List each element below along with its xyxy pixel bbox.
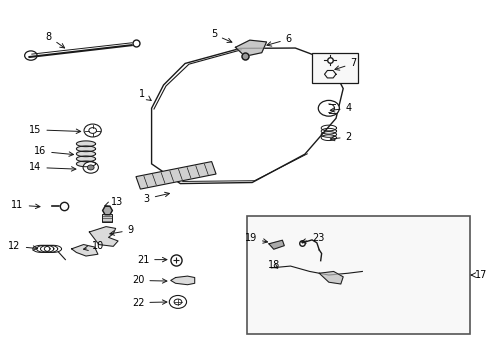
Text: 4: 4 xyxy=(329,103,351,113)
Circle shape xyxy=(318,100,339,116)
Text: 7: 7 xyxy=(334,58,356,70)
Text: 14: 14 xyxy=(29,162,76,172)
Text: 3: 3 xyxy=(143,192,169,204)
Text: 15: 15 xyxy=(29,125,81,135)
Bar xyxy=(247,216,469,334)
Circle shape xyxy=(169,296,186,309)
Text: 11: 11 xyxy=(11,200,40,210)
Polygon shape xyxy=(76,141,95,147)
Text: 16: 16 xyxy=(34,146,73,156)
Text: 22: 22 xyxy=(132,298,166,308)
Text: 18: 18 xyxy=(267,260,279,270)
Text: 23: 23 xyxy=(301,233,324,243)
Bar xyxy=(102,214,112,222)
Text: 19: 19 xyxy=(244,233,267,243)
Text: 8: 8 xyxy=(45,32,64,48)
Polygon shape xyxy=(319,271,343,284)
Text: 12: 12 xyxy=(8,241,38,251)
Circle shape xyxy=(84,124,101,137)
Text: 2: 2 xyxy=(329,132,351,142)
Bar xyxy=(311,53,357,83)
Text: 20: 20 xyxy=(132,275,166,285)
Circle shape xyxy=(87,165,94,170)
Text: 13: 13 xyxy=(104,197,123,207)
Text: 9: 9 xyxy=(110,225,134,235)
Polygon shape xyxy=(71,244,98,256)
Polygon shape xyxy=(76,156,95,162)
Text: 5: 5 xyxy=(210,30,231,42)
Circle shape xyxy=(83,162,98,173)
Polygon shape xyxy=(76,161,95,167)
Text: 10: 10 xyxy=(83,241,104,251)
Polygon shape xyxy=(89,226,118,246)
Text: 21: 21 xyxy=(137,255,166,265)
Text: 6: 6 xyxy=(266,34,291,46)
Polygon shape xyxy=(268,240,284,249)
Polygon shape xyxy=(136,162,216,189)
Polygon shape xyxy=(76,151,95,157)
Text: 1: 1 xyxy=(139,89,151,100)
Polygon shape xyxy=(235,40,266,56)
Polygon shape xyxy=(76,146,95,152)
Polygon shape xyxy=(170,276,194,285)
Text: 17: 17 xyxy=(470,270,487,280)
